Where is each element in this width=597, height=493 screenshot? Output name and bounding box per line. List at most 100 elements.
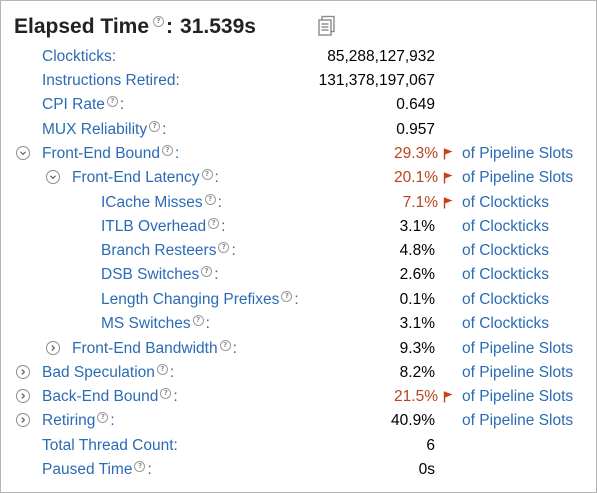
clockticks-label[interactable]: Clockticks: xyxy=(42,48,117,65)
paused-time-label[interactable]: Paused Time xyxy=(42,461,133,478)
cpi-rate-value: 0.649 xyxy=(396,96,435,113)
metric-row-front-end-latency: Front-End Latency ? : 20.1% of Pipeline … xyxy=(1,166,596,190)
front-end-latency-help-icon[interactable]: ? xyxy=(201,168,213,180)
branch-resteers-help-icon[interactable]: ? xyxy=(218,241,230,253)
mux-reliability-help-icon[interactable]: ? xyxy=(149,120,161,132)
chevron-right-circle-icon[interactable] xyxy=(16,413,30,427)
red-flag-icon xyxy=(443,148,453,160)
icache-misses-help-icon[interactable]: ? xyxy=(204,193,216,205)
retiring-label[interactable]: Retiring xyxy=(42,412,96,429)
paused-time-help-icon[interactable]: ? xyxy=(134,460,146,472)
back-end-bound-label[interactable]: Back-End Bound xyxy=(42,388,159,405)
icache-misses-value: 7.1% xyxy=(402,194,438,211)
chevron-right-circle-icon[interactable] xyxy=(16,389,30,403)
back-end-bound-help-icon[interactable]: ? xyxy=(160,387,172,399)
ms-switches-help-icon[interactable]: ? xyxy=(192,314,204,326)
colon: : xyxy=(217,194,222,211)
itlb-overhead-help-icon[interactable]: ? xyxy=(208,217,220,229)
front-end-bound-label[interactable]: Front-End Bound xyxy=(42,145,161,162)
icache-misses-label[interactable]: ICache Misses xyxy=(101,194,203,211)
red-flag-icon xyxy=(443,197,453,209)
total-thread-count-value: 6 xyxy=(426,437,435,454)
metric-label-wrap: Back-End Bound ? : xyxy=(42,385,178,409)
metric-row-branch-resteers: Branch Resteers ? : 4.8% of Clockticks xyxy=(1,239,596,263)
dsb-switches-help-icon[interactable]: ? xyxy=(201,265,213,277)
chevron-down-circle-icon[interactable] xyxy=(46,170,60,184)
back-end-bound-value: 21.5% xyxy=(394,388,438,405)
chevron-down-circle-icon[interactable] xyxy=(16,146,30,160)
metric-label-wrap: Bad Speculation ? : xyxy=(42,361,174,385)
front-end-bandwidth-label[interactable]: Front-End Bandwidth xyxy=(72,340,218,357)
metric-row-dsb-switches: DSB Switches ? : 2.6% of Clockticks xyxy=(1,263,596,287)
bad-speculation-help-icon[interactable]: ? xyxy=(156,363,168,375)
metric-row-retiring: Retiring ? : 40.9% of Pipeline Slots xyxy=(1,409,596,433)
colon: : xyxy=(205,315,210,332)
front-end-latency-unit-link[interactable]: of Pipeline Slots xyxy=(462,169,574,186)
metric-row-clockticks: Clockticks: 85,288,127,932 xyxy=(1,45,596,69)
itlb-overhead-unit-link[interactable]: of Clockticks xyxy=(462,218,549,235)
branch-resteers-unit-link[interactable]: of Clockticks xyxy=(462,242,549,259)
length-changing-prefixes-help-icon[interactable]: ? xyxy=(281,290,293,302)
cpi-rate-help-icon[interactable]: ? xyxy=(106,95,118,107)
front-end-bandwidth-help-icon[interactable]: ? xyxy=(219,339,231,351)
branch-resteers-label[interactable]: Branch Resteers xyxy=(101,242,217,259)
bad-speculation-value: 8.2% xyxy=(399,364,435,381)
ms-switches-unit-link[interactable]: of Clockticks xyxy=(462,315,549,332)
colon: : xyxy=(214,169,219,186)
metric-row-ms-switches: MS Switches ? : 3.1% of Clockticks xyxy=(1,312,596,336)
total-thread-count-label[interactable]: Total Thread Count: xyxy=(42,437,178,454)
copy-document-icon[interactable] xyxy=(317,15,337,37)
colon: : xyxy=(231,242,236,259)
metric-row-itlb-overhead: ITLB Overhead ? : 3.1% of Clockticks xyxy=(1,215,596,239)
itlb-overhead-label[interactable]: ITLB Overhead xyxy=(101,218,207,235)
front-end-bound-unit-link[interactable]: of Pipeline Slots xyxy=(462,145,574,162)
metric-row-front-end-bound: Front-End Bound ? : 29.3% of Pipeline Sl… xyxy=(1,142,596,166)
colon: : xyxy=(162,121,167,138)
mux-reliability-label[interactable]: MUX Reliability xyxy=(42,121,148,138)
metric-label-wrap: Branch Resteers ? : xyxy=(101,239,236,263)
front-end-bandwidth-unit-link[interactable]: of Pipeline Slots xyxy=(462,340,574,357)
branch-resteers-value: 4.8% xyxy=(399,242,435,259)
colon: : xyxy=(221,218,226,235)
cpi-rate-label[interactable]: CPI Rate xyxy=(42,96,105,113)
metric-label-wrap: MS Switches ? : xyxy=(101,312,210,336)
metric-row-total-thread-count: Total Thread Count: 6 xyxy=(1,434,596,458)
elapsed-time-colon: : xyxy=(166,15,174,38)
dsb-switches-label[interactable]: DSB Switches xyxy=(101,266,200,283)
instructions-retired-value: 131,378,197,067 xyxy=(318,72,435,89)
bad-speculation-label[interactable]: Bad Speculation xyxy=(42,364,155,381)
retiring-help-icon[interactable]: ? xyxy=(97,411,109,423)
chevron-right-circle-icon[interactable] xyxy=(46,341,60,355)
metric-label-wrap: ITLB Overhead ? : xyxy=(101,215,225,239)
bad-speculation-unit-link[interactable]: of Pipeline Slots xyxy=(462,364,574,381)
retiring-unit-link[interactable]: of Pipeline Slots xyxy=(462,412,574,429)
dsb-switches-unit-link[interactable]: of Clockticks xyxy=(462,266,549,283)
metric-label-wrap: Front-End Latency ? : xyxy=(72,166,219,190)
front-end-bound-help-icon[interactable]: ? xyxy=(162,144,174,156)
metric-row-icache-misses: ICache Misses ? : 7.1% of Clockticks xyxy=(1,191,596,215)
red-flag-icon xyxy=(443,172,453,184)
chevron-right-circle-icon[interactable] xyxy=(16,365,30,379)
metric-label-wrap: ICache Misses ? : xyxy=(101,191,222,215)
metric-label-wrap: DSB Switches ? : xyxy=(101,263,219,287)
length-changing-prefixes-unit-link[interactable]: of Clockticks xyxy=(462,291,549,308)
mux-reliability-value: 0.957 xyxy=(396,121,435,138)
elapsed-time-help-icon[interactable]: ? xyxy=(153,15,165,27)
metric-label-wrap: Front-End Bandwidth ? : xyxy=(72,337,237,361)
metric-row-back-end-bound: Back-End Bound ? : 21.5% of Pipeline Slo… xyxy=(1,385,596,409)
colon: : xyxy=(173,388,178,405)
metric-label-wrap: Front-End Bound ? : xyxy=(42,142,179,166)
instructions-retired-label[interactable]: Instructions Retired: xyxy=(42,72,180,89)
metric-label-wrap: MUX Reliability ? : xyxy=(42,118,166,142)
front-end-latency-label[interactable]: Front-End Latency xyxy=(72,169,200,186)
back-end-bound-unit-link[interactable]: of Pipeline Slots xyxy=(462,388,574,405)
itlb-overhead-value: 3.1% xyxy=(399,218,435,235)
front-end-latency-value: 20.1% xyxy=(394,169,438,186)
metric-label-wrap: Retiring ? : xyxy=(42,409,115,433)
length-changing-prefixes-label[interactable]: Length Changing Prefixes xyxy=(101,291,280,308)
icache-misses-unit-link[interactable]: of Clockticks xyxy=(462,194,549,211)
ms-switches-label[interactable]: MS Switches xyxy=(101,315,191,332)
length-changing-prefixes-value: 0.1% xyxy=(399,291,435,308)
front-end-bandwidth-value: 9.3% xyxy=(399,340,435,357)
